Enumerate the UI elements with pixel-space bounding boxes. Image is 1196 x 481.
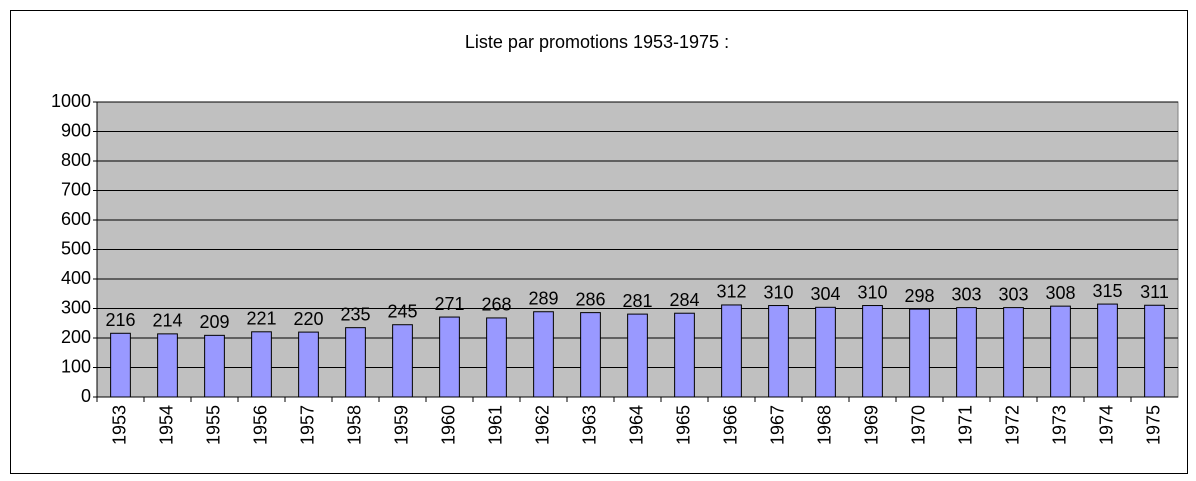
data-label: 271 bbox=[434, 294, 464, 314]
bar bbox=[1097, 303, 1118, 398]
bar bbox=[956, 307, 977, 398]
bar bbox=[251, 331, 272, 398]
data-label: 268 bbox=[481, 295, 511, 315]
x-tick-label: 1975 bbox=[1143, 405, 1163, 445]
bar bbox=[909, 308, 930, 398]
data-label: 281 bbox=[622, 291, 652, 311]
x-tick-label: 1959 bbox=[391, 405, 411, 445]
bar bbox=[1050, 305, 1071, 398]
bar bbox=[533, 311, 554, 398]
x-tick-label: 1965 bbox=[673, 405, 693, 445]
data-label: 235 bbox=[340, 304, 370, 324]
y-tick-label: 500 bbox=[61, 238, 91, 258]
data-label: 284 bbox=[669, 290, 699, 310]
data-label: 221 bbox=[246, 309, 276, 329]
y-tick-label: 300 bbox=[61, 297, 91, 317]
y-tick-label: 400 bbox=[61, 268, 91, 288]
data-label: 286 bbox=[575, 289, 605, 309]
data-label: 310 bbox=[857, 282, 887, 302]
x-tick-label: 1958 bbox=[344, 405, 364, 445]
data-label: 311 bbox=[1140, 282, 1169, 302]
chart-title: Liste par promotions 1953-1975 : bbox=[465, 32, 729, 52]
data-label: 216 bbox=[105, 310, 135, 330]
y-tick-label: 200 bbox=[61, 327, 91, 347]
data-label: 308 bbox=[1045, 283, 1075, 303]
bar bbox=[721, 304, 742, 398]
bar bbox=[627, 313, 648, 398]
x-tick-label: 1961 bbox=[485, 405, 505, 445]
x-tick-label: 1967 bbox=[767, 405, 787, 445]
data-label: 304 bbox=[810, 284, 840, 304]
x-tick-label: 1972 bbox=[1002, 405, 1022, 445]
y-tick-label: 900 bbox=[61, 120, 91, 140]
data-label: 245 bbox=[387, 301, 417, 321]
bar bbox=[298, 331, 319, 398]
data-label: 298 bbox=[904, 286, 934, 306]
x-tick-label: 1954 bbox=[156, 405, 176, 445]
y-tick-label: 800 bbox=[61, 150, 91, 170]
data-label: 312 bbox=[716, 282, 746, 302]
data-label: 289 bbox=[528, 288, 558, 308]
data-label: 303 bbox=[951, 284, 981, 304]
data-label: 209 bbox=[199, 312, 229, 332]
x-tick-label: 1957 bbox=[297, 405, 317, 445]
bar bbox=[204, 334, 225, 398]
bar bbox=[768, 305, 789, 398]
x-tick-label: 1968 bbox=[814, 405, 834, 445]
bar bbox=[157, 333, 178, 398]
x-tick-label: 1953 bbox=[109, 405, 129, 445]
x-tick-label: 1966 bbox=[720, 405, 740, 445]
x-tick-label: 1960 bbox=[438, 405, 458, 445]
bar bbox=[862, 305, 883, 398]
x-tick-label: 1955 bbox=[203, 405, 223, 445]
data-label: 310 bbox=[763, 282, 793, 302]
x-tick-label: 1956 bbox=[250, 405, 270, 445]
y-tick-label: 700 bbox=[61, 179, 91, 199]
x-tick-label: 1969 bbox=[861, 405, 881, 445]
y-tick-label: 100 bbox=[61, 356, 91, 376]
y-tick-label: 1000 bbox=[51, 91, 91, 111]
bar bbox=[674, 312, 695, 398]
bar bbox=[345, 327, 366, 398]
x-tick-label: 1964 bbox=[626, 405, 646, 445]
y-tick-label: 0 bbox=[81, 386, 91, 406]
data-label: 315 bbox=[1092, 281, 1122, 301]
x-tick-label: 1973 bbox=[1049, 405, 1069, 445]
bar bbox=[486, 317, 507, 398]
bar bbox=[110, 332, 131, 398]
bar bbox=[1144, 304, 1165, 398]
bar bbox=[392, 324, 413, 398]
y-tick-label: 600 bbox=[61, 209, 91, 229]
x-tick-label: 1970 bbox=[908, 405, 928, 445]
bar bbox=[815, 306, 836, 398]
bar bbox=[439, 316, 460, 398]
x-tick-label: 1971 bbox=[955, 405, 975, 445]
data-label: 214 bbox=[152, 311, 182, 331]
x-tick-label: 1962 bbox=[532, 405, 552, 445]
bar bbox=[580, 312, 601, 398]
bar bbox=[1003, 307, 1024, 398]
data-label: 220 bbox=[293, 309, 323, 329]
x-tick-label: 1963 bbox=[579, 405, 599, 445]
x-tick-label: 1974 bbox=[1096, 405, 1116, 445]
data-label: 303 bbox=[998, 284, 1028, 304]
